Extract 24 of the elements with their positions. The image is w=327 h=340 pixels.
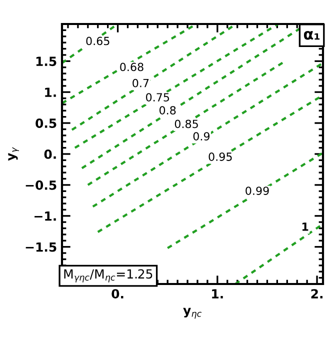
y-tick-label: 0.5 xyxy=(36,118,56,128)
y-tick-label: −1.5 xyxy=(26,242,56,252)
annotation: M$_{γηc}$/M$_{ηc}$=1.25 xyxy=(64,269,152,282)
annotation: 0.95 xyxy=(208,152,232,161)
y-tick-label: 1.5 xyxy=(36,56,56,66)
y-tick-label: 0. xyxy=(44,149,56,159)
x-tick-label: 2. xyxy=(311,289,322,298)
annotation: 0.8 xyxy=(159,106,176,115)
annotation: 0.9 xyxy=(193,132,210,141)
annotation: 0.68 xyxy=(120,62,144,72)
x-tick-label: 1. xyxy=(212,289,223,298)
annotation: 0.85 xyxy=(174,120,198,128)
annotation: α₁ xyxy=(304,30,320,40)
annotation: 0.7 xyxy=(132,78,149,88)
y-axis-title: y$_{γ}$ xyxy=(8,147,19,161)
y-tick-label: −1. xyxy=(34,212,56,221)
x-tick-label: 0. xyxy=(112,289,124,299)
x-axis-title: y$_{ηc}$ xyxy=(183,308,202,319)
y-tick-label: 1. xyxy=(45,88,56,97)
y-tick-label: −0.5 xyxy=(26,180,56,190)
annotation: 0.99 xyxy=(246,186,269,195)
annotation: 0.65 xyxy=(86,36,110,46)
annotation: 1 xyxy=(302,222,308,231)
annotation: 0.75 xyxy=(146,93,170,102)
